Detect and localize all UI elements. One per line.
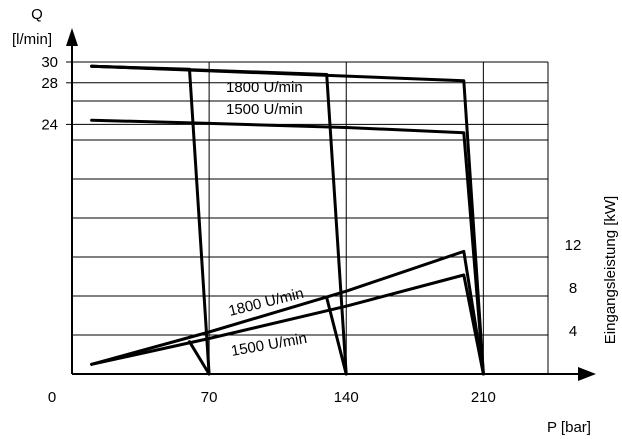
y-axis-left-arrow: [66, 28, 78, 46]
y-axis-left-title-line1: Q: [31, 6, 43, 23]
axes: [66, 28, 596, 381]
flow-curve-1: [90, 118, 485, 376]
y-tick-label-right-8: 8: [569, 280, 577, 297]
power-curve-1: [90, 273, 485, 376]
y-tick-label-right-12: 12: [565, 237, 582, 254]
y-tick-label-right-4: 4: [569, 323, 577, 340]
flow-curve-0-cutoff-70: [90, 64, 211, 376]
labels: 24 28 30 4 8 12 0 70 140 210 Q [l/min] P [bar] Eingan…: [12, 6, 619, 436]
y-tick-label-left-24: 24: [41, 116, 58, 133]
grid: [72, 61, 549, 374]
power-curve-0: [90, 249, 485, 376]
x-tick-label-70: 70: [201, 389, 218, 406]
y-axis-right-title: Eingangsleistung [kW]: [602, 196, 619, 344]
power-drop-140: [325, 296, 348, 376]
x-axis-title: P [bar]: [547, 419, 591, 436]
flow-label-1800: 1800 U/min: [226, 79, 303, 96]
x-tick-label-210: 210: [471, 389, 496, 406]
x-tick-label-origin: 0: [48, 389, 56, 406]
y-axis-left-title-line2: [l/min]: [12, 31, 52, 48]
x-axis-arrow: [578, 367, 596, 381]
y-tick-label-left-28: 28: [41, 75, 58, 92]
curves: [90, 64, 485, 376]
x-tick-label-140: 140: [334, 389, 359, 406]
y-tick-label-left-30: 30: [41, 54, 58, 71]
power-drop-70: [188, 340, 211, 376]
power-label-1500: 1500 U/min: [230, 330, 309, 360]
flow-label-1500: 1500 U/min: [226, 101, 303, 118]
